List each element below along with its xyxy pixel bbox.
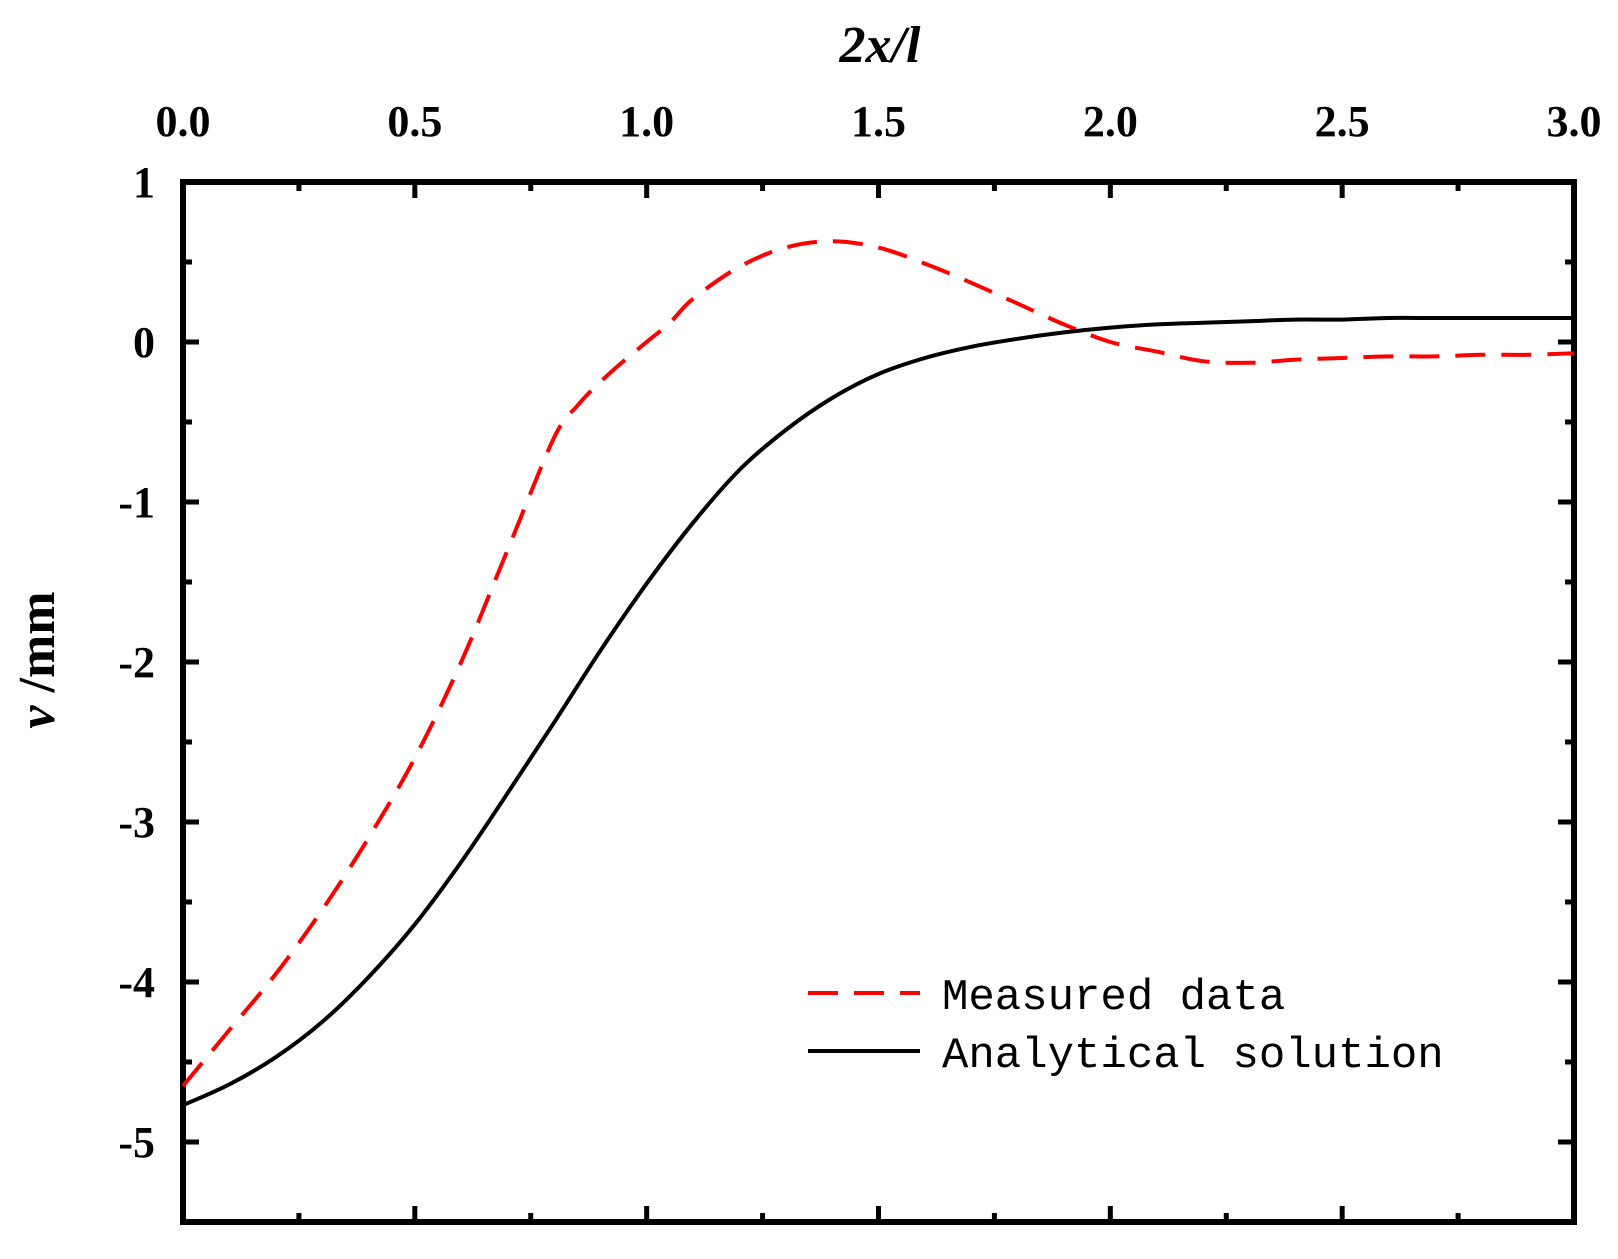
legend-measured-label: Measured data — [942, 973, 1285, 1023]
analytical-solution-line — [182, 315, 1574, 1108]
series-layer — [181, 239, 1575, 1108]
x-tick-label: 0.0 — [156, 97, 211, 146]
legend-analytical-label: Analytical solution — [942, 1031, 1444, 1081]
y-axis-title: v /mm — [9, 591, 66, 728]
y-tick-label: -2 — [118, 638, 155, 687]
y-tick-label: -4 — [118, 958, 155, 1007]
y-axis-unit: /mm — [9, 591, 66, 705]
x-tick-label: 1.5 — [851, 97, 906, 146]
y-axis-variable: v — [9, 705, 66, 729]
y-tick-label: -1 — [118, 478, 155, 527]
tick-marks — [180, 179, 1577, 1225]
y-tick-label: -3 — [118, 798, 155, 847]
measured-data-line — [181, 239, 1575, 1088]
x-tick-label: 0.5 — [387, 97, 442, 146]
y-tick-label: -5 — [118, 1118, 155, 1167]
x-axis-title: 2x/l — [839, 17, 921, 74]
x-tick-label: 3.0 — [1547, 97, 1602, 146]
y-tick-label: 1 — [133, 158, 155, 207]
x-tick-label: 2.0 — [1083, 97, 1138, 146]
x-tick-label: 2.5 — [1315, 97, 1370, 146]
y-tick-labels: 1 0 -1 -2 -3 -4 -5 — [118, 158, 155, 1167]
x-tick-label: 1.0 — [619, 97, 674, 146]
y-tick-label: 0 — [133, 318, 155, 367]
x-tick-labels: 0.0 0.5 1.0 1.5 2.0 2.5 3.0 — [156, 97, 1602, 146]
legend: Measured data Analytical solution — [808, 973, 1444, 1081]
